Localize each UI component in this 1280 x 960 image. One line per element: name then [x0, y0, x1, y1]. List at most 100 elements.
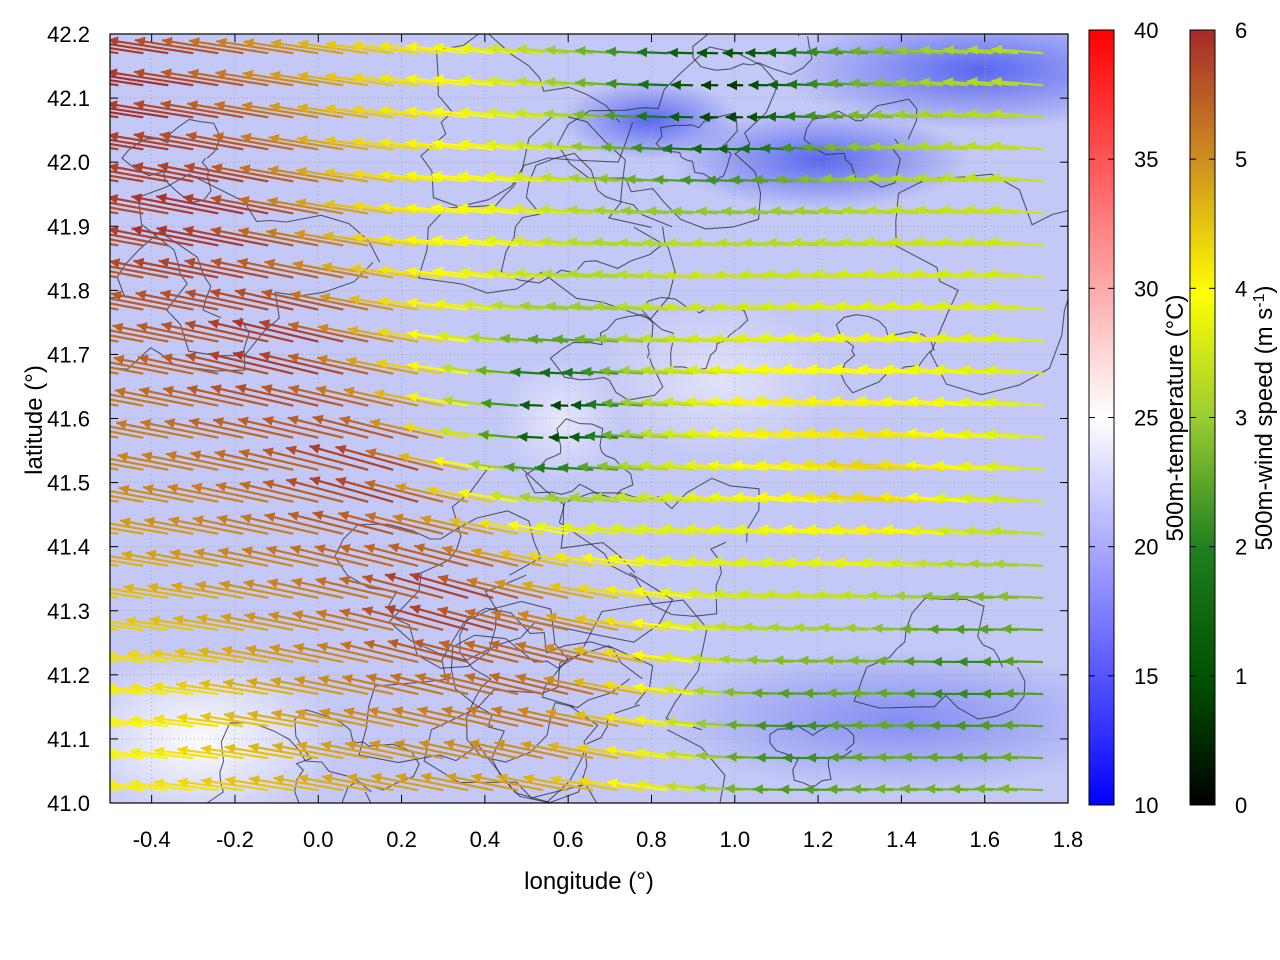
wind-vector-head: [225, 775, 236, 786]
wind-vector-head: [406, 106, 417, 116]
wind-vector-head: [731, 459, 743, 470]
wind-vector-head: [238, 227, 250, 237]
wind-vector-head: [602, 648, 614, 658]
wind-vector-head: [686, 588, 698, 599]
y-tick-label: 41.4: [47, 535, 90, 560]
wind-vector-head: [680, 175, 691, 186]
wind-vector-head: [224, 743, 236, 754]
wind-vector-head: [431, 170, 443, 181]
wind-vector-shaft: [237, 418, 319, 439]
wind-vector-head: [439, 639, 450, 650]
wind-vector-head: [96, 518, 107, 528]
wind-vector-head: [927, 752, 938, 763]
colorbar-tick-label: 30: [1134, 276, 1158, 301]
wind-vector-head: [110, 100, 118, 111]
wind-vector-shaft: [110, 338, 119, 343]
wind-vector-shaft: [338, 512, 419, 535]
wind-vector-head: [432, 106, 444, 117]
wind-vector-head: [778, 688, 789, 699]
wind-vector-shaft: [490, 610, 569, 632]
wind-vector-head: [186, 384, 198, 395]
wind-vector-head: [160, 100, 172, 110]
wind-vector-head: [130, 715, 141, 726]
wind-vector-shaft: [384, 605, 469, 632]
wind-vector-shaft: [110, 270, 144, 279]
wind-vector-head: [942, 558, 953, 569]
wind-vector-head: [990, 526, 1001, 536]
wind-vector-head: [92, 420, 103, 430]
wind-vector-head: [848, 110, 859, 120]
wind-vector-shaft: [488, 673, 569, 696]
wind-vector-head: [999, 783, 1010, 794]
wind-vector-head: [960, 332, 972, 343]
wind-vector-head: [516, 44, 527, 55]
wind-vector-head: [199, 679, 210, 690]
wind-vector-head: [968, 558, 979, 569]
wind-vector-shaft: [110, 134, 194, 151]
wind-vector-head: [550, 775, 562, 785]
wind-vector-head: [266, 545, 277, 556]
wind-vector-shaft: [262, 480, 344, 503]
wind-vector-shaft: [406, 76, 469, 87]
wind-vector-head: [804, 427, 815, 438]
wind-vector-shaft: [214, 451, 294, 471]
wind-vector-head: [170, 548, 181, 559]
wind-vector-shaft: [133, 259, 219, 279]
wind-vector-head: [889, 236, 900, 247]
wind-vector-head: [566, 236, 578, 247]
wind-vector-shaft: [110, 260, 194, 279]
wind-vector-head: [893, 141, 904, 152]
wind-vector-head: [36, 228, 47, 238]
wind-vector-shaft: [387, 640, 469, 664]
wind-vector-shaft: [188, 39, 269, 55]
wind-vector-head: [84, 195, 95, 205]
wind-vector-shaft: [574, 712, 644, 728]
wind-vector-shaft: [119, 519, 194, 535]
wind-vector-shaft: [110, 274, 119, 279]
wind-vector-head: [584, 431, 596, 442]
wind-vector-head: [826, 459, 837, 470]
wind-vector-shaft: [309, 477, 394, 503]
wind-vector-head: [464, 672, 476, 683]
wind-vector-head: [406, 392, 418, 403]
wind-vector-shaft: [468, 741, 544, 760]
wind-vector-head: [711, 556, 722, 567]
wind-vector-shaft: [110, 430, 144, 439]
wind-vector-shaft: [161, 39, 244, 55]
wind-vector-head: [875, 783, 886, 794]
wind-vector-head: [352, 137, 363, 147]
wind-vector-shaft: [270, 678, 344, 696]
wind-vector-head: [176, 713, 188, 724]
wind-vector-head: [545, 77, 556, 88]
wind-vector-head: [484, 203, 495, 214]
wind-vector-shaft: [110, 146, 119, 151]
wind-vector-head: [489, 640, 500, 650]
wind-vector-head: [240, 132, 252, 143]
wind-vector-shaft: [110, 79, 144, 87]
wind-vector-shaft: [633, 685, 694, 696]
wind-vector-shaft: [406, 394, 469, 407]
wind-vector-head: [616, 269, 627, 280]
wind-vector-head: [527, 550, 539, 561]
wind-vector-shaft: [138, 388, 219, 407]
wind-vector-shaft: [406, 300, 469, 311]
wind-vector-head: [779, 395, 791, 406]
wind-vector-head: [85, 259, 96, 269]
wind-vector-head: [695, 718, 706, 729]
wind-vector-shaft: [335, 477, 419, 503]
wind-speed-colorbar: 0 1 2 3 4 5 6 500m-wind speed (m s-1): [1189, 18, 1278, 818]
wind-vector-head: [161, 68, 172, 79]
wind-vector-head: [568, 492, 580, 503]
wind-vector-head: [243, 38, 255, 49]
wind-vector-head: [232, 318, 244, 329]
wind-vector-shaft: [395, 484, 469, 503]
wind-vector-head: [491, 705, 503, 716]
wind-vector-head: [527, 334, 539, 345]
wind-vector-head: [549, 582, 561, 592]
wind-vector-head: [935, 332, 946, 343]
wind-vector-head: [871, 109, 882, 120]
wind-vector-head: [419, 739, 430, 750]
wind-vector-head: [315, 385, 327, 396]
wind-vector-head: [81, 779, 92, 789]
wind-vector-head: [785, 556, 796, 567]
